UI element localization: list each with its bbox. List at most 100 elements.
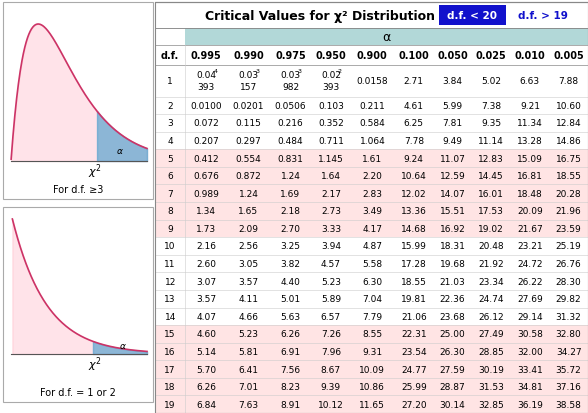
Text: 19.68: 19.68 xyxy=(440,259,466,268)
Text: 6.63: 6.63 xyxy=(520,77,540,86)
Text: 12.84: 12.84 xyxy=(556,119,582,128)
Text: 4.87: 4.87 xyxy=(362,242,382,251)
Text: 6.41: 6.41 xyxy=(238,365,258,374)
Text: 24.74: 24.74 xyxy=(479,294,504,304)
Text: 26.12: 26.12 xyxy=(479,312,504,321)
Bar xyxy=(155,3,588,29)
Text: 27.20: 27.20 xyxy=(401,400,427,409)
Text: 7.79: 7.79 xyxy=(362,312,382,321)
Text: 19.02: 19.02 xyxy=(479,224,504,233)
Bar xyxy=(155,255,588,273)
Bar xyxy=(155,115,588,133)
Text: 0.115: 0.115 xyxy=(235,119,261,128)
Text: 2.71: 2.71 xyxy=(404,77,424,86)
Text: 0.900: 0.900 xyxy=(357,51,387,61)
Text: 393: 393 xyxy=(322,83,339,92)
Text: 7.78: 7.78 xyxy=(404,137,424,146)
Text: 5.23: 5.23 xyxy=(321,277,341,286)
Text: 14.07: 14.07 xyxy=(440,189,465,198)
Bar xyxy=(155,343,588,361)
Text: 22.31: 22.31 xyxy=(401,330,427,339)
Text: 8.91: 8.91 xyxy=(280,400,300,409)
Bar xyxy=(155,220,588,237)
Text: 3.82: 3.82 xyxy=(280,259,300,268)
Text: 26.30: 26.30 xyxy=(440,347,465,356)
Text: 0.872: 0.872 xyxy=(236,172,261,181)
Text: 1.61: 1.61 xyxy=(362,154,382,163)
Bar xyxy=(155,97,588,115)
Text: 25.00: 25.00 xyxy=(440,330,465,339)
Bar xyxy=(155,3,588,413)
Text: 1.24: 1.24 xyxy=(280,172,300,181)
Text: 0.412: 0.412 xyxy=(193,154,219,163)
Text: 26.76: 26.76 xyxy=(556,259,582,268)
Text: 15.51: 15.51 xyxy=(440,207,466,216)
Text: 4.60: 4.60 xyxy=(196,330,216,339)
Text: 5.99: 5.99 xyxy=(442,102,463,111)
Text: 10.09: 10.09 xyxy=(359,365,385,374)
Text: 7.26: 7.26 xyxy=(321,330,341,339)
Text: 0.989: 0.989 xyxy=(193,189,219,198)
Text: 20.28: 20.28 xyxy=(556,189,582,198)
Text: 23.59: 23.59 xyxy=(556,224,582,233)
Text: 3.05: 3.05 xyxy=(238,259,259,268)
Text: 12: 12 xyxy=(165,277,176,286)
Text: 21.96: 21.96 xyxy=(556,207,582,216)
Text: 0.050: 0.050 xyxy=(437,51,468,61)
Text: 11.14: 11.14 xyxy=(479,137,504,146)
Text: 3.49: 3.49 xyxy=(362,207,382,216)
Text: 0.0201: 0.0201 xyxy=(233,102,264,111)
Text: 0.04: 0.04 xyxy=(196,71,216,80)
Text: 6.26: 6.26 xyxy=(280,330,300,339)
Text: 28.30: 28.30 xyxy=(556,277,582,286)
Text: 28.87: 28.87 xyxy=(440,382,465,391)
Text: 26.22: 26.22 xyxy=(517,277,543,286)
Text: 3.25: 3.25 xyxy=(280,242,300,251)
Text: 4.40: 4.40 xyxy=(280,277,300,286)
Text: 5.02: 5.02 xyxy=(481,77,501,86)
Bar xyxy=(155,361,588,378)
Text: 5.89: 5.89 xyxy=(321,294,341,304)
Text: 21.03: 21.03 xyxy=(440,277,465,286)
Text: 4.11: 4.11 xyxy=(238,294,258,304)
Bar xyxy=(155,150,588,167)
Text: 5.81: 5.81 xyxy=(238,347,259,356)
Text: 27.59: 27.59 xyxy=(440,365,465,374)
Text: 28.85: 28.85 xyxy=(479,347,504,356)
Text: 21.67: 21.67 xyxy=(517,224,543,233)
Text: 0.02: 0.02 xyxy=(321,71,341,80)
Text: 16.01: 16.01 xyxy=(478,189,504,198)
Text: 13: 13 xyxy=(165,294,176,304)
Text: 0.211: 0.211 xyxy=(359,102,385,111)
Text: 2: 2 xyxy=(338,69,342,74)
Text: 4.57: 4.57 xyxy=(321,259,341,268)
Text: 0.010: 0.010 xyxy=(514,51,545,61)
Text: 5.58: 5.58 xyxy=(362,259,382,268)
Text: 7.38: 7.38 xyxy=(481,102,502,111)
Bar xyxy=(155,290,588,308)
Text: 4: 4 xyxy=(168,137,173,146)
Text: 18.48: 18.48 xyxy=(517,189,543,198)
Text: 24.77: 24.77 xyxy=(401,365,427,374)
Bar xyxy=(155,273,588,290)
Text: 25.99: 25.99 xyxy=(401,382,427,391)
Text: 1.24: 1.24 xyxy=(239,189,258,198)
Text: 16.81: 16.81 xyxy=(517,172,543,181)
Text: 2.83: 2.83 xyxy=(362,189,382,198)
Text: 37.16: 37.16 xyxy=(556,382,582,391)
Bar xyxy=(3,207,153,402)
Bar xyxy=(155,202,588,220)
Text: 15.09: 15.09 xyxy=(517,154,543,163)
Bar xyxy=(155,167,588,185)
Text: 4: 4 xyxy=(213,69,218,74)
Text: 32.00: 32.00 xyxy=(517,347,543,356)
Text: 14: 14 xyxy=(165,312,176,321)
Text: 0.025: 0.025 xyxy=(476,51,507,61)
Text: 8: 8 xyxy=(167,207,173,216)
Text: 32.85: 32.85 xyxy=(479,400,504,409)
Text: 0.584: 0.584 xyxy=(359,119,385,128)
Text: 7.81: 7.81 xyxy=(442,119,463,128)
Text: 34.81: 34.81 xyxy=(517,382,543,391)
Bar xyxy=(155,29,185,46)
Text: 11.34: 11.34 xyxy=(517,119,543,128)
